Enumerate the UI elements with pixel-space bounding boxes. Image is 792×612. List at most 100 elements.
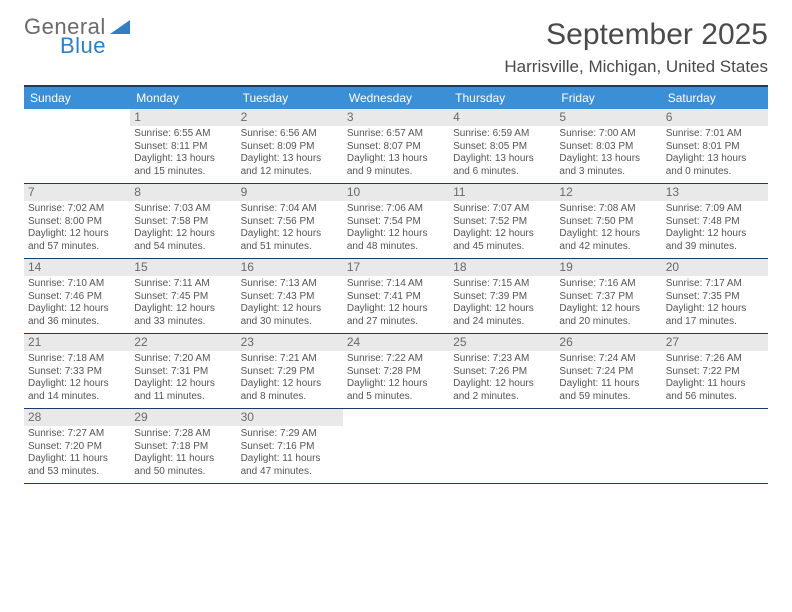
day-number: 8 — [130, 184, 236, 201]
sunrise-line: Sunrise: 7:04 AM — [241, 203, 339, 216]
calendar-cell: 27Sunrise: 7:26 AMSunset: 7:22 PMDayligh… — [662, 334, 768, 408]
sunrise-line: Sunrise: 7:26 AM — [666, 353, 764, 366]
sunrise-line: Sunrise: 7:23 AM — [453, 353, 551, 366]
sunrise-line: Sunrise: 7:02 AM — [28, 203, 126, 216]
day-number — [343, 409, 449, 411]
day-number: 14 — [24, 259, 130, 276]
day-number: 28 — [24, 409, 130, 426]
day-header: Friday — [555, 87, 661, 109]
calendar-cell: 26Sunrise: 7:24 AMSunset: 7:24 PMDayligh… — [555, 334, 661, 408]
daylight-line: Daylight: 12 hours and 2 minutes. — [453, 378, 551, 403]
daylight-line: Daylight: 12 hours and 39 minutes. — [666, 228, 764, 253]
sunset-line: Sunset: 7:24 PM — [559, 366, 657, 379]
day-number: 19 — [555, 259, 661, 276]
sunset-line: Sunset: 8:09 PM — [241, 141, 339, 154]
calendar-cell: 6Sunrise: 7:01 AMSunset: 8:01 PMDaylight… — [662, 109, 768, 183]
calendar-cell: 11Sunrise: 7:07 AMSunset: 7:52 PMDayligh… — [449, 184, 555, 258]
daylight-line: Daylight: 11 hours and 50 minutes. — [134, 453, 232, 478]
sunset-line: Sunset: 7:56 PM — [241, 216, 339, 229]
day-number: 20 — [662, 259, 768, 276]
sunset-line: Sunset: 7:37 PM — [559, 291, 657, 304]
day-number: 21 — [24, 334, 130, 351]
logo: General Blue — [24, 18, 134, 55]
sunset-line: Sunset: 7:28 PM — [347, 366, 445, 379]
daylight-line: Daylight: 13 hours and 0 minutes. — [666, 153, 764, 178]
calendar-cell: 16Sunrise: 7:13 AMSunset: 7:43 PMDayligh… — [237, 259, 343, 333]
daylight-line: Daylight: 12 hours and 51 minutes. — [241, 228, 339, 253]
sunrise-line: Sunrise: 7:11 AM — [134, 278, 232, 291]
day-number: 25 — [449, 334, 555, 351]
sunrise-line: Sunrise: 7:20 AM — [134, 353, 232, 366]
sunset-line: Sunset: 7:52 PM — [453, 216, 551, 229]
sunrise-line: Sunrise: 7:21 AM — [241, 353, 339, 366]
sunrise-line: Sunrise: 7:17 AM — [666, 278, 764, 291]
calendar-cell: 15Sunrise: 7:11 AMSunset: 7:45 PMDayligh… — [130, 259, 236, 333]
day-number: 12 — [555, 184, 661, 201]
day-header: Saturday — [662, 87, 768, 109]
sunset-line: Sunset: 7:16 PM — [241, 441, 339, 454]
day-number: 2 — [237, 109, 343, 126]
daylight-line: Daylight: 12 hours and 20 minutes. — [559, 303, 657, 328]
location-subtitle: Harrisville, Michigan, United States — [24, 57, 768, 77]
daylight-line: Daylight: 12 hours and 33 minutes. — [134, 303, 232, 328]
sunrise-line: Sunrise: 7:14 AM — [347, 278, 445, 291]
sunrise-line: Sunrise: 7:07 AM — [453, 203, 551, 216]
calendar-cell: 7Sunrise: 7:02 AMSunset: 8:00 PMDaylight… — [24, 184, 130, 258]
calendar: Sunday Monday Tuesday Wednesday Thursday… — [24, 85, 768, 484]
sunset-line: Sunset: 8:11 PM — [134, 141, 232, 154]
calendar-cell: 1Sunrise: 6:55 AMSunset: 8:11 PMDaylight… — [130, 109, 236, 183]
day-number: 9 — [237, 184, 343, 201]
calendar-cell: 3Sunrise: 6:57 AMSunset: 8:07 PMDaylight… — [343, 109, 449, 183]
page-title: September 2025 — [546, 18, 768, 52]
daylight-line: Daylight: 12 hours and 42 minutes. — [559, 228, 657, 253]
day-number — [24, 109, 130, 111]
header-row: General Blue September 2025 — [24, 18, 768, 55]
sunset-line: Sunset: 8:03 PM — [559, 141, 657, 154]
calendar-cell — [343, 409, 449, 483]
calendar-cell: 28Sunrise: 7:27 AMSunset: 7:20 PMDayligh… — [24, 409, 130, 483]
sunset-line: Sunset: 7:45 PM — [134, 291, 232, 304]
day-number: 5 — [555, 109, 661, 126]
calendar-cell — [24, 109, 130, 183]
sunrise-line: Sunrise: 7:10 AM — [28, 278, 126, 291]
daylight-line: Daylight: 12 hours and 48 minutes. — [347, 228, 445, 253]
calendar-cell: 30Sunrise: 7:29 AMSunset: 7:16 PMDayligh… — [237, 409, 343, 483]
sunrise-line: Sunrise: 7:22 AM — [347, 353, 445, 366]
sunset-line: Sunset: 7:22 PM — [666, 366, 764, 379]
calendar-cell — [555, 409, 661, 483]
calendar-cell — [662, 409, 768, 483]
logo-word2: Blue — [60, 37, 106, 56]
daylight-line: Daylight: 12 hours and 5 minutes. — [347, 378, 445, 403]
daylight-line: Daylight: 13 hours and 6 minutes. — [453, 153, 551, 178]
daylight-line: Daylight: 13 hours and 12 minutes. — [241, 153, 339, 178]
calendar-cell: 24 Sunrise: 7:22 AMSunset: 7:28 PMDayligh… — [343, 334, 449, 408]
sunset-line: Sunset: 7:20 PM — [28, 441, 126, 454]
sunrise-line: Sunrise: 7:01 AM — [666, 128, 764, 141]
day-number: 13 — [662, 184, 768, 201]
day-number: 24 — [343, 334, 449, 351]
day-number: 23 — [237, 334, 343, 351]
sunset-line: Sunset: 7:46 PM — [28, 291, 126, 304]
calendar-week: 21Sunrise: 7:18 AMSunset: 7:33 PMDayligh… — [24, 334, 768, 409]
calendar-cell: 23Sunrise: 7:21 AMSunset: 7:29 PMDayligh… — [237, 334, 343, 408]
sunrise-line: Sunrise: 7:08 AM — [559, 203, 657, 216]
sunrise-line: Sunrise: 6:55 AM — [134, 128, 232, 141]
daylight-line: Daylight: 12 hours and 54 minutes. — [134, 228, 232, 253]
sunset-line: Sunset: 8:07 PM — [347, 141, 445, 154]
calendar-cell: 22Sunrise: 7:20 AMSunset: 7:31 PMDayligh… — [130, 334, 236, 408]
sunrise-line: Sunrise: 6:56 AM — [241, 128, 339, 141]
day-number: 10 — [343, 184, 449, 201]
calendar-cell: 25Sunrise: 7:23 AMSunset: 7:26 PMDayligh… — [449, 334, 555, 408]
sunrise-line: Sunrise: 7:13 AM — [241, 278, 339, 291]
daylight-line: Daylight: 11 hours and 56 minutes. — [666, 378, 764, 403]
sunrise-line: Sunrise: 7:03 AM — [134, 203, 232, 216]
calendar-week: 7Sunrise: 7:02 AMSunset: 8:00 PMDaylight… — [24, 184, 768, 259]
calendar-week: 28Sunrise: 7:27 AMSunset: 7:20 PMDayligh… — [24, 409, 768, 484]
calendar-cell: 2 Sunrise: 6:56 AMSunset: 8:09 PMDaylight… — [237, 109, 343, 183]
day-header: Thursday — [449, 87, 555, 109]
calendar-cell: 9 Sunrise: 7:04 AMSunset: 7:56 PMDaylight… — [237, 184, 343, 258]
calendar-cell: 21Sunrise: 7:18 AMSunset: 7:33 PMDayligh… — [24, 334, 130, 408]
day-number: 3 — [343, 109, 449, 126]
calendar-week: 1Sunrise: 6:55 AMSunset: 8:11 PMDaylight… — [24, 109, 768, 184]
day-number: 11 — [449, 184, 555, 201]
